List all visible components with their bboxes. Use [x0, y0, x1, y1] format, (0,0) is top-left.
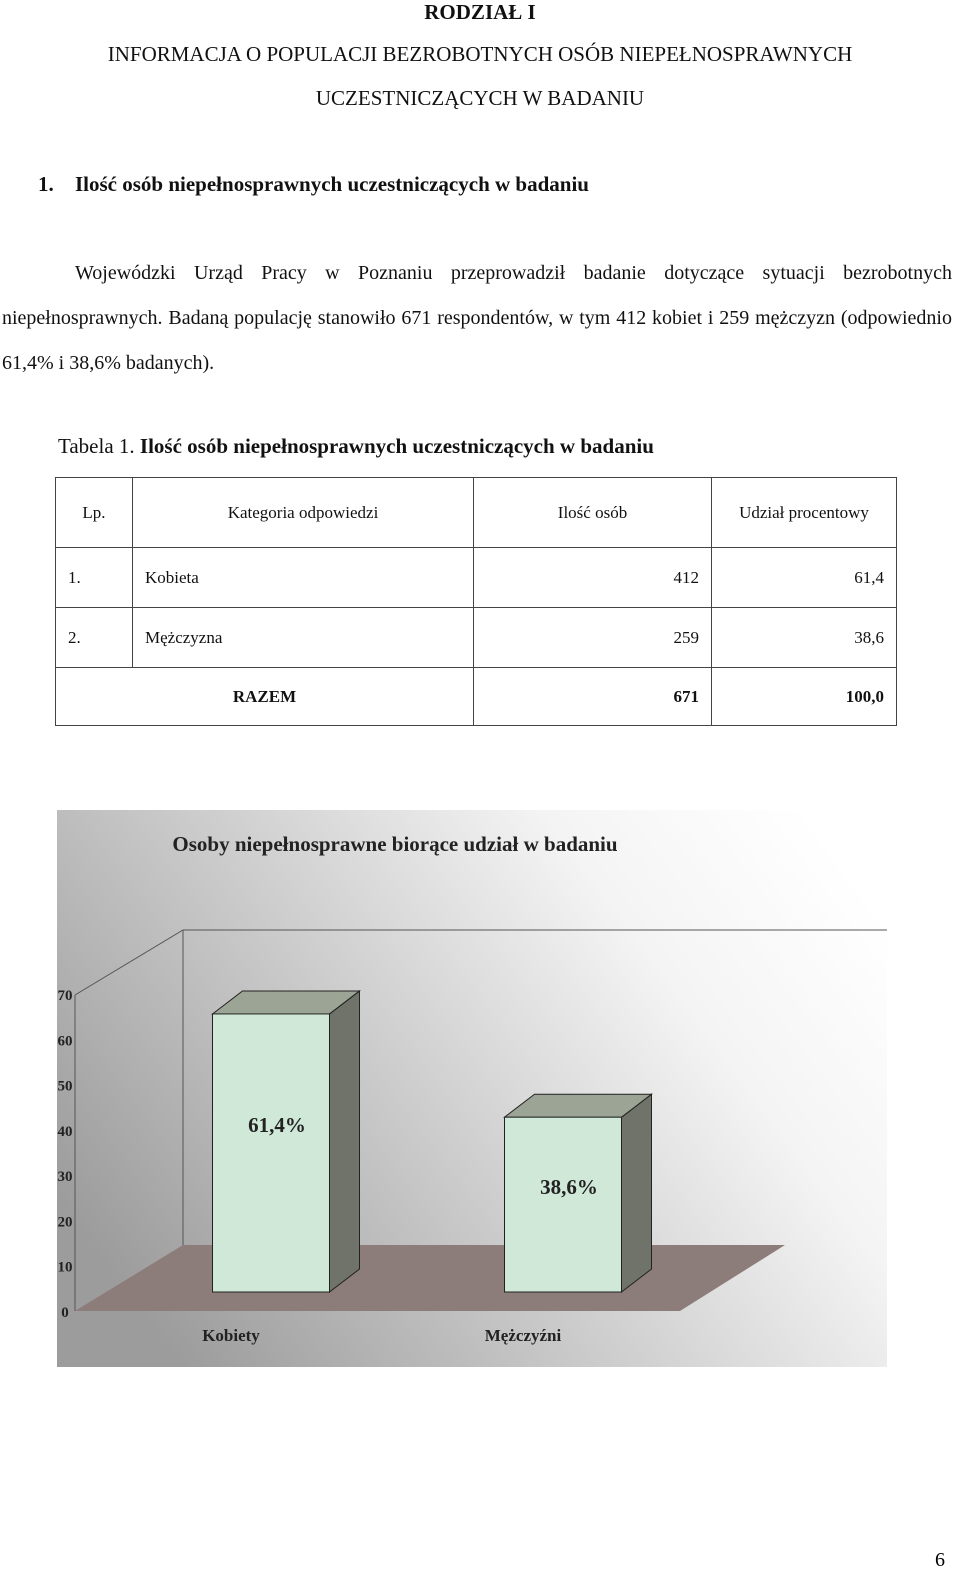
bar	[504, 1116, 622, 1293]
y-tick-label: 10	[58, 1260, 73, 1276]
table-caption: Tabela 1. Ilość osób niepełnosprawnych u…	[58, 434, 654, 459]
table: Lp. Kategoria odpowiedzi Ilość osób Udzi…	[55, 477, 897, 726]
y-tick-label: 0	[61, 1305, 69, 1321]
x-tick-label: Mężczyźni	[485, 1326, 562, 1345]
caption-text: Ilość osób niepełnosprawnych uczestniczą…	[139, 434, 654, 458]
y-tick-label: 40	[58, 1124, 73, 1140]
bar	[212, 1013, 330, 1293]
header-cell: Lp.	[55, 477, 133, 548]
y-tick-label: 50	[58, 1079, 73, 1095]
bar-side	[329, 989, 360, 1294]
value-label: 38,6%	[540, 1175, 598, 1199]
y-tick-label: 20	[58, 1214, 73, 1230]
header-cell: Udział procentowy	[711, 477, 897, 548]
chapter: RODZIAŁ I	[424, 0, 536, 24]
page-number: 6	[935, 1549, 945, 1571]
header-cell: Kategoria odpowiedzi	[132, 477, 474, 548]
cell: 61,4	[711, 547, 897, 608]
cell: 259	[473, 607, 712, 668]
cell: 412	[473, 547, 712, 608]
y-tick-label: 60	[58, 1033, 73, 1049]
title-line: UCZESTNICZĄCYCH W BADANIU	[315, 86, 645, 110]
cell: Mężczyzna	[132, 607, 474, 668]
section-title: Ilość osób niepełnosprawnych uczestniczą…	[75, 172, 589, 196]
total-label: RAZEM	[55, 667, 474, 726]
x-tick-label: Kobiety	[202, 1326, 260, 1345]
y-tick-label: 70	[58, 988, 73, 1004]
floor	[75, 1245, 785, 1311]
section-number: 1.	[38, 172, 54, 196]
chart-title: Osoby niepełnosprawne biorące udział w b…	[172, 832, 617, 856]
paragraph: Wojewódzki Urząd Pracy w Poznaniu przepr…	[2, 262, 952, 374]
header-cell: Ilość osób	[473, 477, 712, 548]
caption-label: Tabela 1.	[58, 434, 135, 458]
bar-side	[621, 1093, 652, 1294]
value-label: 61,4%	[248, 1113, 306, 1137]
y-tick-label: 30	[58, 1169, 73, 1185]
cell: 38,6	[711, 607, 897, 668]
cell: Kobieta	[132, 547, 474, 608]
cell: 2.	[55, 607, 133, 668]
title-line: INFORMACJA O POPULACJI BEZROBOTNYCH OSÓB…	[107, 42, 853, 66]
total-cell: 100,0	[711, 667, 897, 726]
